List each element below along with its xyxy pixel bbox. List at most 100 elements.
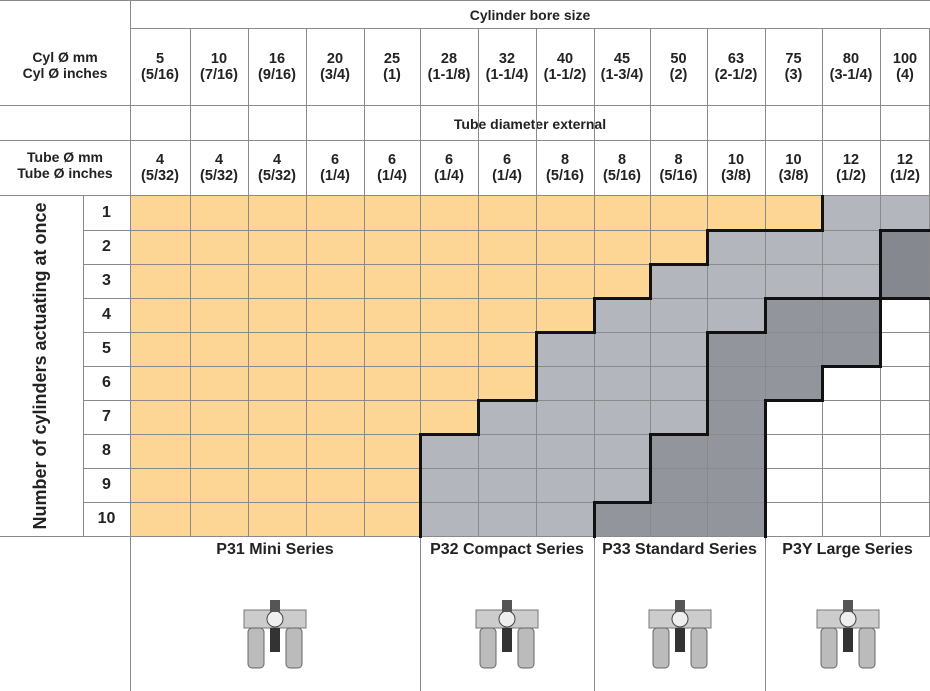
bore-mm: 16	[269, 51, 285, 67]
grid-line	[83, 332, 930, 333]
bore-in: (7/16)	[200, 67, 238, 83]
bore-in: (1-1/4)	[486, 67, 529, 83]
bore-mm: 40	[557, 51, 573, 67]
row-number: 6	[83, 366, 130, 400]
cell	[306, 230, 364, 264]
cell	[707, 434, 765, 468]
grid-line	[536, 28, 537, 536]
cell	[765, 468, 822, 502]
cell	[130, 366, 190, 400]
region-border	[821, 195, 824, 232]
bore-in: (5/16)	[141, 67, 179, 83]
cell	[420, 434, 478, 468]
tube-in: (5/32)	[200, 168, 238, 184]
bore-in: (9/16)	[258, 67, 296, 83]
label-line: Tube Ø inches	[17, 165, 112, 181]
tube-cell: 4(5/32)	[248, 142, 306, 194]
region-border	[706, 229, 767, 232]
region-border	[879, 331, 882, 368]
bore-cell: 16(9/16)	[250, 32, 304, 102]
cell	[248, 502, 306, 536]
cell	[707, 366, 765, 400]
bore-title: Cylinder bore size	[130, 2, 930, 28]
bore-cell: 28(1-1/8)	[422, 32, 476, 102]
cell	[478, 196, 536, 230]
bore-in: (1)	[383, 67, 401, 83]
cell	[536, 502, 594, 536]
cell	[822, 366, 880, 400]
cell	[765, 502, 822, 536]
grid-line	[478, 28, 479, 536]
cell	[880, 434, 930, 468]
cell	[420, 264, 478, 298]
cell	[594, 434, 650, 468]
tube-mm: 4	[215, 152, 223, 168]
cell	[880, 502, 930, 536]
cell	[248, 332, 306, 366]
cell	[130, 332, 190, 366]
region-border	[419, 467, 422, 504]
cell	[707, 400, 765, 434]
tube-cell: 4(5/32)	[190, 142, 248, 194]
cell	[248, 196, 306, 230]
cell	[190, 366, 248, 400]
cell	[248, 366, 306, 400]
cell	[822, 196, 880, 230]
grid-line	[0, 0, 930, 1]
tube-cell: 6(1/4)	[478, 142, 536, 194]
cell	[650, 400, 707, 434]
tube-mm: 4	[156, 152, 164, 168]
cell	[190, 468, 248, 502]
cell	[364, 366, 420, 400]
cell	[880, 298, 930, 332]
region-border	[764, 467, 767, 504]
cell	[306, 468, 364, 502]
region-border	[535, 331, 538, 368]
cell	[190, 332, 248, 366]
cell	[364, 400, 420, 434]
row-number: 10	[83, 502, 130, 536]
cell	[306, 332, 364, 366]
cell	[248, 264, 306, 298]
product-image	[813, 600, 883, 680]
region-border	[764, 297, 767, 334]
region-border	[593, 297, 596, 334]
product-icon	[472, 600, 542, 680]
cell	[536, 332, 594, 366]
cell	[707, 196, 765, 230]
region-border	[535, 331, 596, 334]
tube-cell: 6(1/4)	[306, 142, 364, 194]
label-line: Cyl Ø mm	[32, 49, 97, 65]
series-name: P32 Compact Series	[424, 540, 590, 590]
cell	[130, 230, 190, 264]
cell	[707, 502, 765, 536]
grid-line	[0, 195, 930, 196]
cell	[364, 230, 420, 264]
cell	[306, 196, 364, 230]
tube-in: (5/32)	[141, 168, 179, 184]
bore-cell: 40(1-1/2)	[538, 32, 592, 102]
cell	[594, 196, 650, 230]
grid-line	[765, 536, 766, 691]
product-icon	[813, 600, 883, 680]
cell	[822, 434, 880, 468]
tube-in: (5/32)	[258, 168, 296, 184]
bore-in: (2)	[670, 67, 688, 83]
cell	[765, 298, 822, 332]
cell	[650, 366, 707, 400]
region-border	[649, 433, 652, 470]
bore-cell: 20(3/4)	[308, 32, 362, 102]
cell	[420, 230, 478, 264]
cell	[650, 434, 707, 468]
cell	[822, 298, 880, 332]
cell	[364, 332, 420, 366]
cell	[306, 400, 364, 434]
bore-mm: 10	[211, 51, 227, 67]
label-line: Cyl Ø inches	[23, 65, 108, 81]
region-border	[706, 229, 709, 266]
region-border	[593, 297, 652, 300]
cell	[364, 196, 420, 230]
series-name: P31 Mini Series	[134, 540, 416, 590]
bore-cell: 10(7/16)	[192, 32, 246, 102]
